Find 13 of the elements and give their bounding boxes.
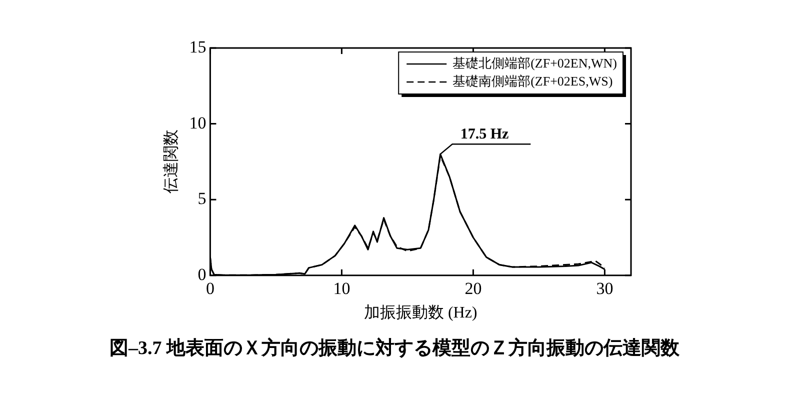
x-axis-title: 加振振動数 (Hz) [364, 304, 478, 322]
x-tick-label: 10 [333, 279, 350, 298]
x-tick-label: 20 [464, 279, 482, 298]
annotation: 17.5 Hz [460, 126, 509, 142]
legend-label: 基礎北側端部(ZF+02EN,WN) [452, 55, 618, 70]
y-tick-label: 0 [198, 264, 206, 284]
y-axis-title: 伝達関数 [162, 130, 180, 194]
legend-label: 基礎南側端部(ZF+02ES,WS) [452, 73, 613, 88]
y-tick-label: 5 [198, 189, 206, 208]
x-tick-label: 30 [596, 279, 614, 298]
text: 図–3.7 地表面のＸ方向の振動に対する模型のＺ方向振動の伝達関数 [108, 336, 680, 361]
y-tick-label: 10 [189, 113, 206, 132]
y-tick-label: 15 [189, 37, 206, 56]
